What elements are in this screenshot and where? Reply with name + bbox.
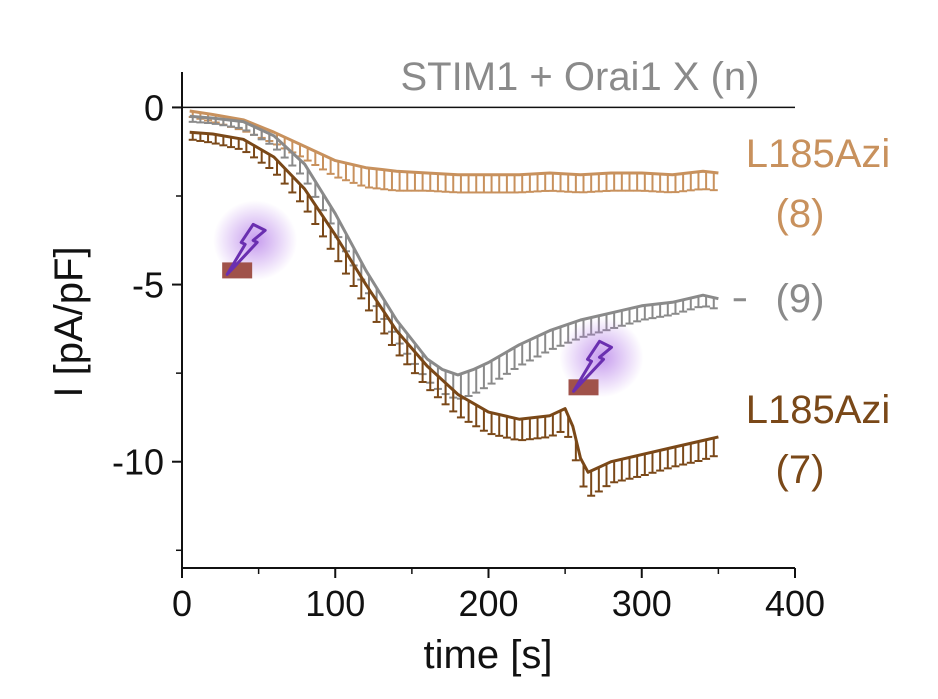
- y-tick-label: -10: [112, 442, 164, 483]
- legend-light-name: L185Azi: [746, 132, 891, 176]
- stimulus-marker: [568, 379, 599, 396]
- x-tick-label: 400: [765, 583, 825, 624]
- x-tick-label: 100: [305, 583, 365, 624]
- series-line: [189, 109, 719, 177]
- legend-gray-count: (9): [776, 277, 825, 321]
- legend-light-count: (8): [776, 192, 825, 236]
- x-axis-title: time [s]: [424, 633, 553, 677]
- chart-axes: 0 100 200 300 400 0 -5 -10: [112, 72, 825, 624]
- x-tick-label: 200: [458, 583, 518, 624]
- y-tick-label: -5: [132, 265, 164, 306]
- lightning-bolt-icon: [572, 339, 614, 393]
- y-tick-label: 0: [144, 87, 164, 128]
- stimulus-marker: [222, 262, 253, 279]
- chart-series-layer: [188, 109, 746, 497]
- x-tick-label: 0: [172, 583, 192, 624]
- lightning-bolt-icon: [225, 222, 267, 276]
- legend-dark-count: (7): [776, 448, 825, 492]
- chart-title: STIM1 + Orai1 X (n): [401, 55, 760, 99]
- y-axis-title: I [pA/pF]: [47, 246, 91, 397]
- legend-dark-name: L185Azi: [746, 388, 891, 432]
- light-flash-marker-1: [559, 317, 644, 398]
- series-line: [189, 130, 719, 474]
- series-0: [188, 109, 719, 194]
- series-line: [189, 114, 719, 377]
- x-tick-label: 300: [612, 583, 672, 624]
- light-flash-marker-0: [213, 200, 298, 281]
- series-2: [188, 130, 719, 497]
- chart-annotations: [213, 200, 644, 398]
